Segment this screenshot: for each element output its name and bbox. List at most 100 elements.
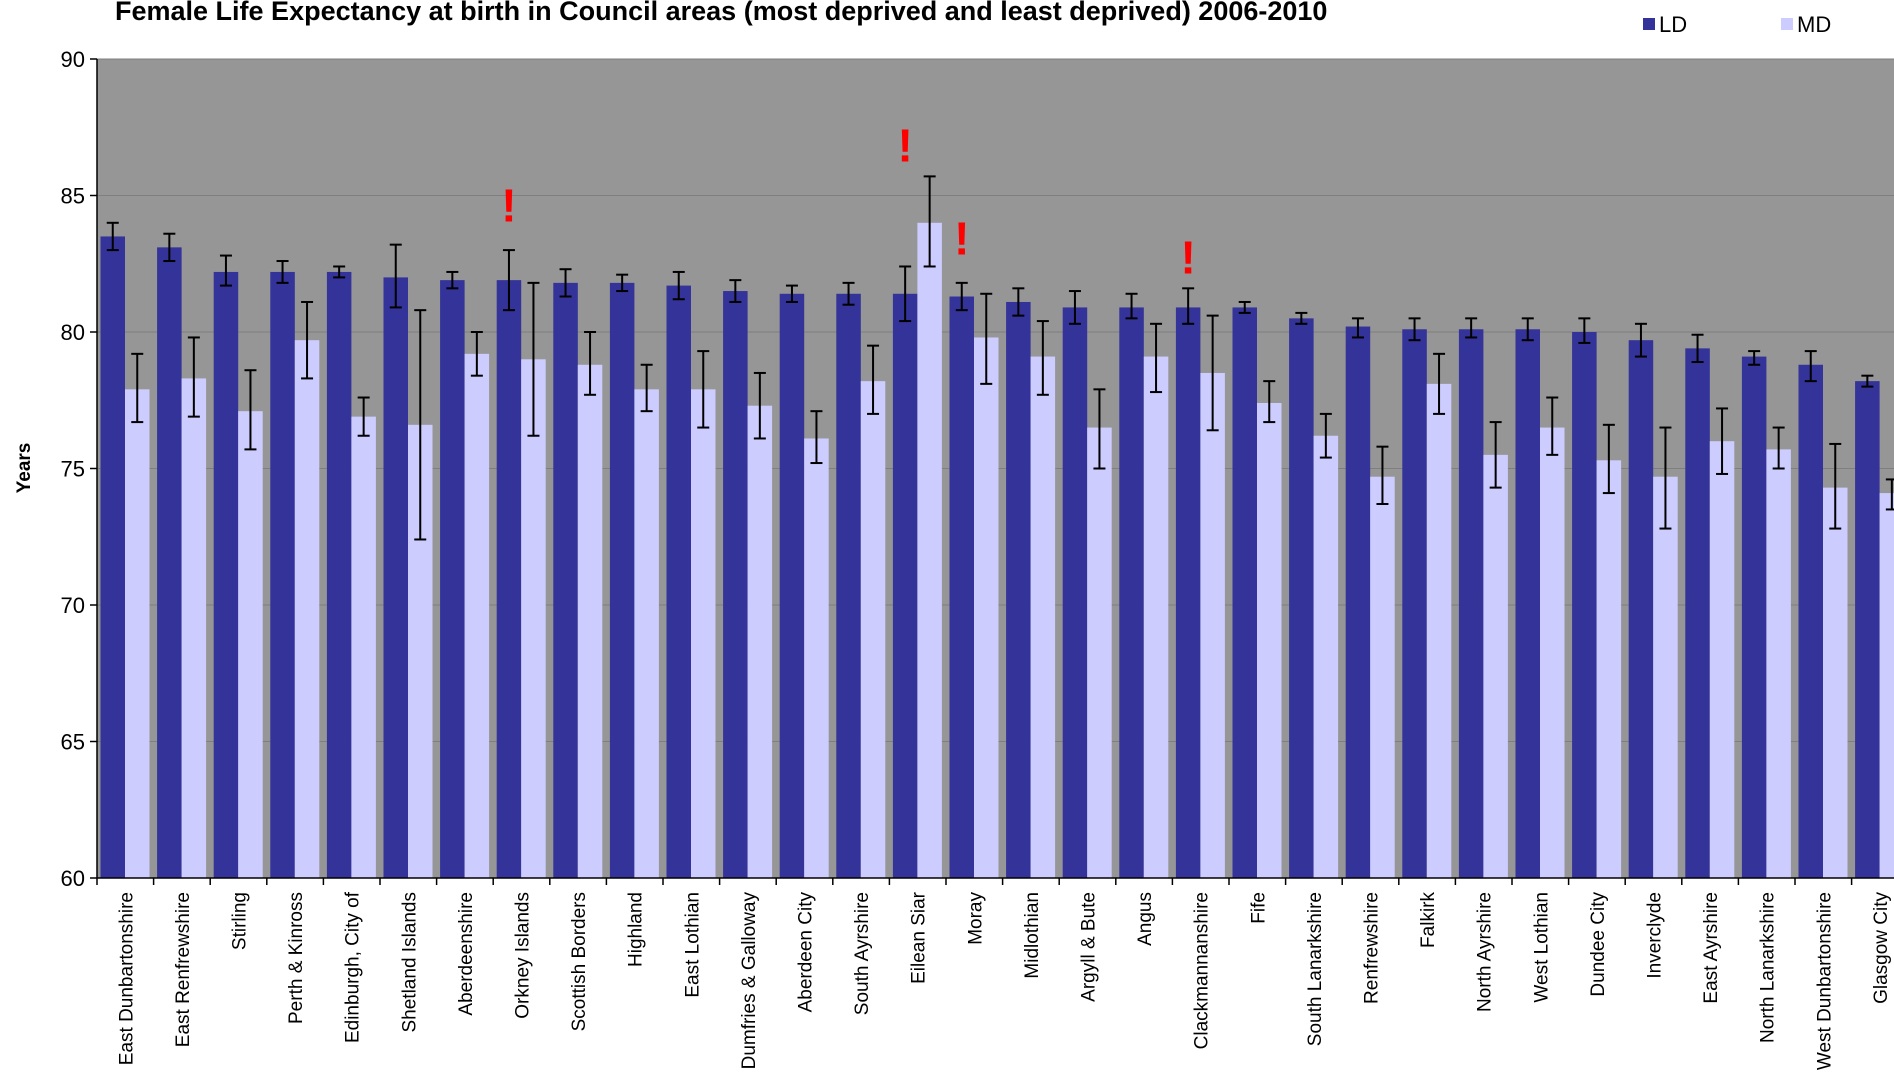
bar-md: [238, 411, 263, 878]
bar-md: [351, 416, 376, 878]
y-tick-label: 60: [61, 866, 85, 891]
bar-ld: [1345, 326, 1371, 878]
axes: [90, 58, 1894, 885]
bar-ld: [892, 293, 918, 878]
bar-ld: [1119, 307, 1144, 878]
bar-ld: [1685, 348, 1710, 878]
bar-ld: [1232, 307, 1257, 878]
x-tick-label: North Lanarkshire: [1758, 892, 1779, 1043]
bar-ld: [1006, 301, 1031, 879]
x-tick-label: Eilean Siar: [909, 891, 930, 984]
x-tick-label: Perth & Kinross: [286, 892, 307, 1024]
bar-ld: [383, 277, 408, 878]
bar-ld: [100, 236, 125, 878]
bar-ld: [1572, 332, 1597, 878]
bar-ld: [270, 271, 295, 878]
bar-ld: [1062, 307, 1088, 878]
error-bars: [106, 175, 1894, 541]
bar-md: [1709, 441, 1735, 878]
bar-md: [974, 337, 999, 879]
bar-ld: [1741, 356, 1767, 878]
x-tick-label: Highland: [626, 892, 647, 967]
bar-md: [1426, 383, 1452, 878]
legend-swatch-md: [1781, 18, 1793, 30]
bar-md: [521, 359, 546, 878]
bar-md: [1200, 372, 1225, 878]
flag-mark: !: [501, 180, 516, 232]
bar-ld: [1289, 318, 1314, 879]
bar-md: [1143, 356, 1169, 878]
bars: [100, 222, 1894, 879]
x-tick-labels: East Dunbartonshire East Renfrewshire Stir…: [116, 891, 1892, 1070]
legend-label-ld: LD: [1659, 12, 1687, 37]
x-tick-label: Inverclyde: [1645, 892, 1666, 979]
bar-ld: [1798, 364, 1823, 878]
bar-ld: [723, 291, 748, 878]
bar-ld: [213, 271, 239, 878]
bar-ld: [1458, 329, 1484, 878]
x-tick-label: Shetland Islands: [399, 892, 420, 1033]
bar-md: [691, 389, 716, 878]
bar-md: [1257, 402, 1282, 878]
bar-ld: [1855, 381, 1880, 878]
bar-md: [1540, 427, 1565, 878]
bar-md: [804, 438, 829, 878]
bar-ld: [326, 271, 352, 878]
bar-md: [1879, 493, 1894, 878]
bar-ld: [1515, 329, 1540, 878]
bar-ld: [440, 280, 465, 878]
x-tick-label: Angus: [1135, 892, 1156, 946]
bar-md: [747, 405, 773, 878]
bar-md: [125, 389, 150, 878]
bar-ld: [779, 293, 805, 878]
legend: LD MD: [1643, 12, 1831, 37]
bar-ld: [666, 285, 691, 879]
bar-ld: [157, 247, 182, 878]
flags: !!!!: [501, 120, 1196, 284]
x-tick-label: Aberdeen City: [796, 892, 817, 1013]
bar-ld: [1628, 340, 1654, 878]
bar-md: [1370, 476, 1395, 878]
flag-mark: !: [1180, 232, 1195, 284]
x-tick-label: Falkirk: [1418, 892, 1439, 948]
bar-ld: [1175, 307, 1201, 878]
bar-md: [1030, 356, 1056, 878]
x-tick-label: East Dunbartonshire: [116, 892, 137, 1065]
y-tick-label: 75: [61, 457, 85, 482]
x-tick-label: North Ayrshire: [1475, 892, 1496, 1012]
bar-md: [294, 340, 320, 878]
x-tick-label: East Lothian: [682, 892, 703, 998]
bar-md: [1483, 454, 1508, 878]
y-tick-labels: 60 65 70 75 80 85 90: [61, 47, 85, 891]
legend-swatch-ld: [1643, 18, 1655, 30]
x-tick-label: West Lothian: [1531, 892, 1552, 1003]
x-tick-label: East Ayrshire: [1701, 892, 1722, 1004]
x-tick-label: Fife: [1248, 892, 1269, 924]
x-tick-label: Argyll & Bute: [1079, 892, 1100, 1002]
bar-ld: [496, 280, 522, 878]
x-tick-label: Orkney Islands: [513, 892, 534, 1019]
y-tick-label: 85: [61, 184, 85, 209]
chart-title: Female Life Expectancy at birth in Counc…: [115, 0, 1327, 26]
flag-mark: !: [897, 120, 912, 172]
x-tick-label: Midlothian: [1022, 892, 1043, 979]
x-tick-label: Glasgow City: [1871, 892, 1892, 1004]
bar-md: [1653, 476, 1678, 878]
bar-ld: [1402, 329, 1427, 878]
x-tick-label: Renfrewshire: [1362, 892, 1383, 1004]
bar-ld: [609, 282, 635, 878]
bar-md: [1823, 487, 1848, 878]
bar-md: [1087, 427, 1112, 878]
y-axis-label: Years: [14, 443, 35, 494]
bar-md: [577, 364, 603, 878]
x-tick-label: Clackmannanshire: [1192, 892, 1213, 1049]
y-tick-label: 65: [61, 730, 85, 755]
x-tick-label: Scottish Borders: [569, 892, 590, 1031]
x-tick-label: East Renfrewshire: [173, 892, 194, 1047]
bar-md: [860, 381, 886, 878]
x-tick-label: West Dunbartonshire: [1814, 892, 1835, 1070]
bar-md: [1766, 449, 1791, 878]
legend-label-md: MD: [1797, 12, 1831, 37]
x-tick-label: South Ayrshire: [852, 892, 873, 1015]
bar-md: [181, 378, 207, 878]
